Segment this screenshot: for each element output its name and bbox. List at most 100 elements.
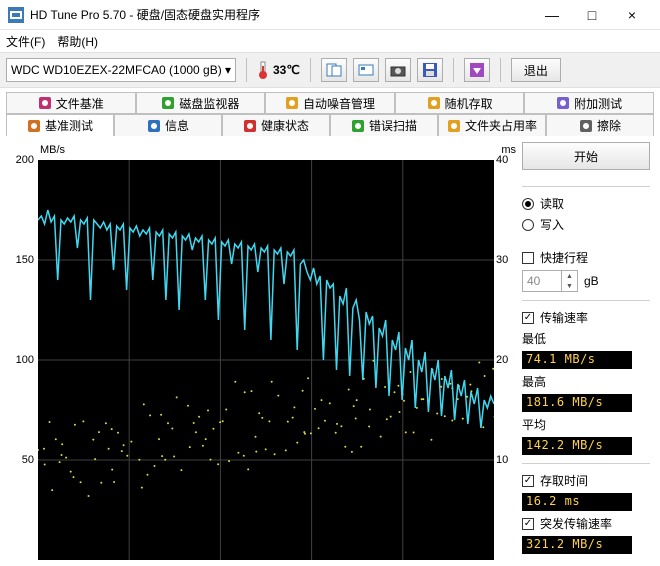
yaxis-left-tick: 150 (16, 254, 34, 266)
toolbar-separator (246, 58, 247, 82)
tab-label: 信息 (165, 117, 189, 134)
tabs-area: 文件基准 磁盘监视器 自动噪音管理 随机存取 附加测试 基准测试 信息 健康状态 错误扫描 文件… (0, 88, 660, 136)
tab-label: 错误扫描 (369, 117, 417, 134)
tab-label: 健康状态 (261, 117, 309, 134)
quickroute-checkbox[interactable]: 快捷行程 (522, 249, 650, 266)
quickroute-unit: gB (584, 274, 599, 288)
options-button[interactable] (464, 58, 490, 82)
menubar: 文件(F) 帮助(H) (0, 30, 660, 52)
tab-icon (351, 119, 365, 133)
tab-icon (556, 96, 570, 110)
tab-icon (243, 119, 257, 133)
yaxis-right-tick: 30 (496, 254, 508, 266)
tab-label: 自动噪音管理 (303, 95, 375, 112)
toolbar: WDC WD10EZEX-22MFCA0 (1000 gB) ▾ 33℃ 退出 (0, 52, 660, 88)
close-button[interactable]: × (612, 1, 652, 29)
tab-label: 文件夹占用率 (465, 117, 537, 134)
start-button[interactable]: 开始 (522, 142, 650, 170)
tab-label: 磁盘监视器 (179, 95, 239, 112)
tab-基准测试[interactable]: 基准测试 (6, 114, 114, 136)
tab-健康状态[interactable]: 健康状态 (222, 114, 330, 136)
copy-screenshot-button[interactable] (353, 58, 379, 82)
tab-icon (27, 119, 41, 133)
temperature-display: 33℃ (257, 61, 300, 79)
tab-擦除[interactable]: 擦除 (546, 114, 654, 136)
tab-icon (285, 96, 299, 110)
tab-错误扫描[interactable]: 错误扫描 (330, 114, 438, 136)
tab-icon (38, 96, 52, 110)
tab-文件夹占用率[interactable]: 文件夹占用率 (438, 114, 546, 136)
quickroute-value: 40 (523, 274, 561, 288)
spin-down-icon[interactable]: ▼ (561, 281, 577, 291)
min-label: 最低 (522, 330, 650, 347)
chart-plot-area (38, 160, 494, 560)
temperature-value: 33℃ (273, 63, 300, 77)
toolbar-separator (453, 58, 454, 82)
benchmark-chart: MB/s ms 20015010050 40302010 (6, 142, 516, 564)
radio-icon (522, 219, 534, 231)
screenshot-button[interactable] (385, 58, 411, 82)
minimize-button[interactable]: — (532, 1, 572, 29)
tab-label: 附加测试 (574, 95, 622, 112)
read-radio[interactable]: 读取 (522, 195, 650, 212)
drive-select-value: WDC WD10EZEX-22MFCA0 (1000 gB) (11, 63, 222, 77)
tab-icon (447, 119, 461, 133)
tab-文件基准[interactable]: 文件基准 (6, 92, 136, 114)
yaxis-right-tick: 40 (496, 154, 508, 166)
tab-icon (579, 119, 593, 133)
toolbar-separator (500, 58, 501, 82)
transfer-rate-checkbox[interactable]: 传输速率 (522, 309, 650, 326)
max-label: 最高 (522, 373, 650, 390)
chevron-down-icon: ▾ (225, 63, 231, 77)
spin-up-icon[interactable]: ▲ (561, 271, 577, 281)
yaxis-left-tick: 50 (22, 454, 34, 466)
save-button[interactable] (417, 58, 443, 82)
checkbox-icon (522, 252, 534, 264)
chart-ylabel-left: MB/s (40, 144, 65, 156)
divider (522, 463, 650, 464)
tab-信息[interactable]: 信息 (114, 114, 222, 136)
quickroute-spinbox[interactable]: 40 ▲▼ (522, 270, 578, 292)
sidebar: 开始 读取 写入 快捷行程 40 ▲▼ gB 传输速率 最低 74.1 MB/s… (522, 142, 654, 564)
read-label: 读取 (540, 195, 564, 212)
tab-icon (147, 119, 161, 133)
menu-file[interactable]: 文件(F) (6, 33, 45, 50)
max-value: 181.6 MB/s (522, 394, 632, 412)
divider (522, 186, 650, 187)
checkbox-icon (522, 518, 534, 530)
menu-help[interactable]: 帮助(H) (57, 33, 98, 50)
tab-自动噪音管理[interactable]: 自动噪音管理 (265, 92, 395, 114)
radio-icon (522, 198, 534, 210)
burst-rate-checkbox[interactable]: 突发传输速率 (522, 515, 650, 532)
min-value: 74.1 MB/s (522, 351, 632, 369)
divider (522, 300, 650, 301)
checkbox-icon (522, 312, 534, 324)
quickroute-label: 快捷行程 (540, 249, 588, 266)
access-label: 存取时间 (540, 472, 588, 489)
content-area: MB/s ms 20015010050 40302010 开始 读取 写入 快捷… (0, 136, 660, 564)
burst-value: 321.2 MB/s (522, 536, 632, 554)
yaxis-right-tick: 20 (496, 354, 508, 366)
checkbox-icon (522, 475, 534, 487)
tab-label: 随机存取 (445, 95, 493, 112)
maximize-button[interactable]: □ (572, 1, 612, 29)
exit-button[interactable]: 退出 (511, 58, 561, 82)
write-label: 写入 (540, 216, 564, 233)
avg-value: 142.2 MB/s (522, 437, 632, 455)
tab-label: 擦除 (597, 117, 621, 134)
tab-icon (161, 96, 175, 110)
yaxis-right-tick: 10 (496, 454, 508, 466)
tab-磁盘监视器[interactable]: 磁盘监视器 (136, 92, 266, 114)
tab-label: 基准测试 (45, 117, 93, 134)
drive-select[interactable]: WDC WD10EZEX-22MFCA0 (1000 gB) ▾ (6, 58, 236, 82)
copy-text-button[interactable] (321, 58, 347, 82)
write-radio[interactable]: 写入 (522, 216, 650, 233)
yaxis-left-tick: 100 (16, 354, 34, 366)
tab-icon (427, 96, 441, 110)
yaxis-left-tick: 200 (16, 154, 34, 166)
transfer-rate-label: 传输速率 (540, 309, 588, 326)
tab-随机存取[interactable]: 随机存取 (395, 92, 525, 114)
avg-label: 平均 (522, 416, 650, 433)
tab-附加测试[interactable]: 附加测试 (524, 92, 654, 114)
access-time-checkbox[interactable]: 存取时间 (522, 472, 650, 489)
